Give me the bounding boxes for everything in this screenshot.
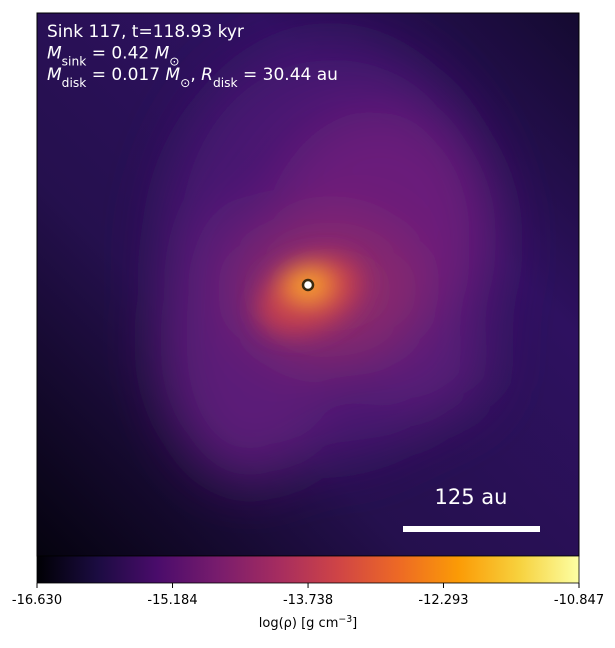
text-segment: disk (213, 76, 239, 90)
tick-label: -16.630 (12, 593, 62, 608)
text-segment: = 0.017 (86, 65, 165, 85)
tick-label: -15.184 (147, 593, 197, 608)
text-segment: = 0.42 (86, 44, 154, 64)
text-segment: disk (62, 76, 88, 90)
text-segment: , (190, 65, 201, 85)
text-segment: log(ρ) [g cm (259, 616, 339, 631)
density-map: 125 au (37, 13, 579, 556)
text-segment: M (47, 65, 62, 85)
scale-bar (403, 526, 540, 532)
annotation: Mdisk = 0.017 M⊙, Rdisk = 30.44 au (47, 65, 338, 90)
colorbar-label: log(ρ) [g cm−3] (259, 614, 357, 632)
text-segment: ⊙ (169, 55, 179, 69)
annotation: Sink 117, t=118.93 kyr (47, 22, 244, 42)
text-segment: = 30.44 au (238, 65, 338, 85)
text-segment: ] (352, 616, 357, 631)
text-segment: ⊙ (180, 76, 190, 90)
tick-label: -13.738 (283, 593, 333, 608)
text-segment: R (201, 65, 213, 85)
text-segment: M (165, 65, 180, 85)
tick-label: -10.847 (554, 593, 604, 608)
scale-bar-label: 125 au (435, 485, 508, 509)
text-segment: M (155, 44, 170, 64)
text-segment: Sink 117, t=118.93 kyr (47, 22, 244, 42)
colorbar (36, 555, 580, 584)
annotation: Msink = 0.42 M⊙ (47, 44, 180, 69)
text-segment: sink (62, 55, 88, 69)
text-segment: −3 (338, 614, 352, 625)
sink-marker (301, 278, 315, 292)
tick-label: -12.293 (418, 593, 468, 608)
colorbar-axis: -16.630 -15.184 -13.738 -12.293 -10.847 log(ρ… (12, 583, 604, 631)
text-segment: M (47, 44, 62, 64)
